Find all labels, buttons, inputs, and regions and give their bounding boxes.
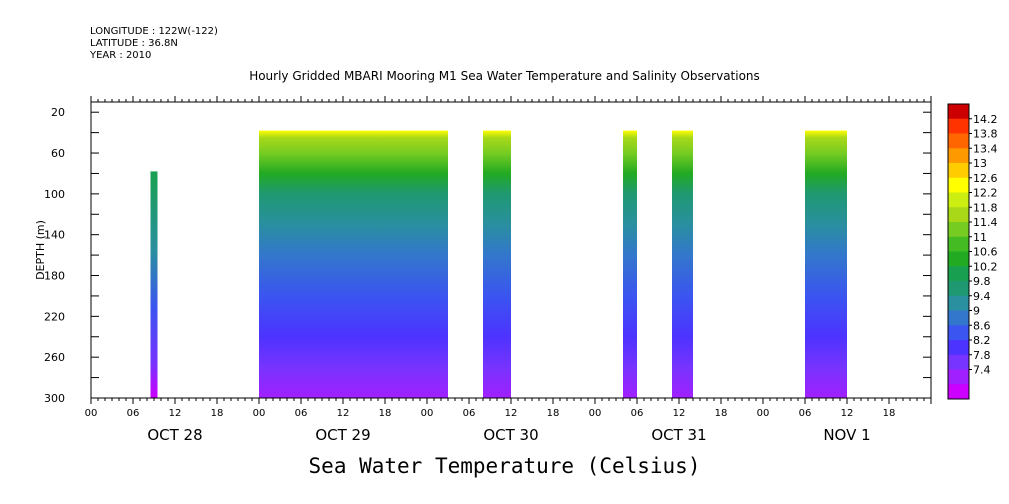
x-tick-label: 18 <box>883 408 896 419</box>
x-tick-label: 18 <box>547 408 560 419</box>
x-tick-label: 12 <box>169 408 182 419</box>
y-tick-label: 220 <box>44 310 65 323</box>
x-tick-label: 12 <box>505 408 518 419</box>
colorbar-swatch <box>948 340 969 356</box>
y-tick-label: 300 <box>44 392 65 405</box>
x-axis-title: Sea Water Temperature (Celsius) <box>308 454 701 478</box>
colorbar-label: 9.8 <box>973 275 991 288</box>
data-segment-3 <box>623 130 637 398</box>
colorbar-swatch <box>948 236 969 252</box>
data-segment-2 <box>483 130 511 398</box>
colorbar-swatch <box>948 325 969 341</box>
colorbar-label: 9.4 <box>973 290 991 303</box>
longitude-label: LONGITUDE : 122W(-122) <box>90 26 218 37</box>
colorbar-label: 13.8 <box>973 128 998 141</box>
colorbar-label: 7.8 <box>973 349 991 362</box>
colorbar-label: 11.4 <box>973 216 998 229</box>
colorbar-swatch <box>948 354 969 370</box>
x-tick-label: 18 <box>379 408 392 419</box>
x-tick-label: 18 <box>211 408 224 419</box>
axes-layer: 00 06 12 18 00 06 12 18 00 06 12 18 00 06 12 18 00 06 12 18… <box>44 96 932 444</box>
colorbar-swatch <box>948 192 969 208</box>
colorbar-label: 14.2 <box>973 113 998 126</box>
y-axis-label: DEPTH (m) <box>34 220 47 280</box>
y-tick-label: 140 <box>44 229 65 242</box>
colorbar-label: 7.4 <box>973 364 991 377</box>
colorbar-label: 12.2 <box>973 187 998 200</box>
colorbar-swatch <box>948 104 969 120</box>
y-tick-label: 260 <box>44 351 65 364</box>
day-label: OCT 31 <box>651 426 706 444</box>
data-segment-0 <box>150 171 158 398</box>
data-segment-5 <box>805 130 847 398</box>
day-label: OCT 30 <box>483 426 538 444</box>
day-label: OCT 28 <box>147 426 202 444</box>
chart-title: Hourly Gridded MBARI Mooring M1 Sea Wate… <box>249 69 760 83</box>
colorbar-swatch <box>948 207 969 223</box>
day-label: NOV 1 <box>823 426 870 444</box>
colorbar-swatch <box>948 281 969 297</box>
data-segment-4 <box>672 130 693 398</box>
x-tick-label: 12 <box>673 408 686 419</box>
colorbar-swatch <box>948 148 969 164</box>
colorbar-label: 13.4 <box>973 142 998 155</box>
y-tick-label: 100 <box>44 188 65 201</box>
colorbar-label: 10.2 <box>973 260 998 273</box>
colorbar-swatch <box>948 266 969 282</box>
colorbar-label: 8.2 <box>973 334 991 347</box>
x-tick-label: 00 <box>589 408 602 419</box>
data-segment-1 <box>259 130 448 398</box>
x-tick-label: 00 <box>253 408 266 419</box>
colorbar-swatch <box>948 295 969 311</box>
year-label: YEAR : 2010 <box>90 50 152 61</box>
colorbar-label: 10.6 <box>973 246 998 259</box>
x-tick-label: 00 <box>85 408 98 419</box>
x-tick-label: 12 <box>841 408 854 419</box>
x-tick-label: 12 <box>337 408 350 419</box>
colorbar-swatch <box>948 384 969 400</box>
colorbar-swatch <box>948 177 969 193</box>
y-tick-label: 20 <box>51 106 65 119</box>
data-layer <box>150 130 847 398</box>
colorbar: 14.2 13.813.4 13 12.6 12.211.8 11.4 11 10.610.2… <box>947 103 998 400</box>
latitude-label: LATITUDE : 36.8N <box>90 38 178 49</box>
colorbar-label: 11.8 <box>973 201 998 214</box>
x-tick-label: 06 <box>631 408 644 419</box>
colorbar-swatch <box>948 369 969 385</box>
day-label: OCT 29 <box>315 426 370 444</box>
colorbar-swatch <box>948 310 969 326</box>
x-tick-label: 06 <box>799 408 812 419</box>
colorbar-label: 9 <box>973 305 980 318</box>
colorbar-swatch <box>948 133 969 149</box>
colorbar-label: 12.6 <box>973 172 998 185</box>
colorbar-swatch <box>948 163 969 179</box>
x-tick-label: 18 <box>715 408 728 419</box>
x-tick-label: 00 <box>421 408 434 419</box>
y-tick-label: 180 <box>44 270 65 283</box>
colorbar-swatch <box>948 118 969 134</box>
x-tick-label: 06 <box>127 408 140 419</box>
colorbar-swatch <box>948 251 969 267</box>
x-tick-label: 06 <box>463 408 476 419</box>
colorbar-swatch <box>948 222 969 238</box>
colorbar-label: 13 <box>973 157 987 170</box>
x-tick-label: 06 <box>295 408 308 419</box>
y-tick-label: 60 <box>51 147 65 160</box>
colorbar-label: 11 <box>973 231 987 244</box>
x-tick-label: 00 <box>757 408 770 419</box>
colorbar-label: 8.6 <box>973 319 991 332</box>
